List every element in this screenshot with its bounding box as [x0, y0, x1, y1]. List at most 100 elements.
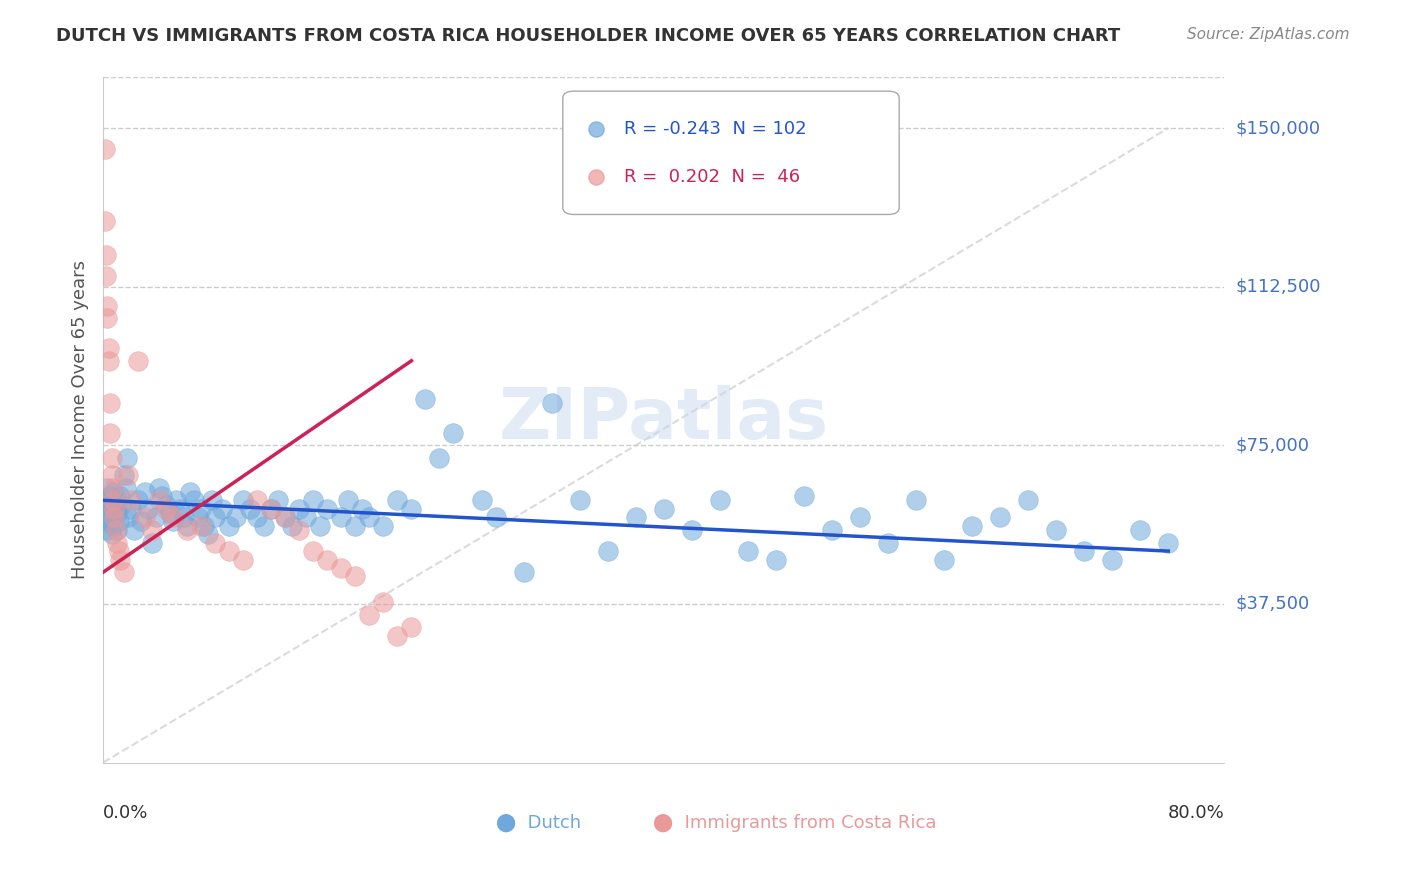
- Point: [373, 518, 395, 533]
- Y-axis label: Householder Income Over 65 years: Householder Income Over 65 years: [72, 260, 89, 580]
- Point: [681, 523, 703, 537]
- Point: [765, 552, 787, 566]
- Point: [173, 510, 195, 524]
- Point: [302, 493, 325, 508]
- Point: [101, 484, 124, 499]
- Point: [97, 341, 120, 355]
- Point: [127, 353, 149, 368]
- Point: [624, 510, 647, 524]
- Point: [344, 518, 367, 533]
- Point: [100, 527, 122, 541]
- Point: [337, 493, 360, 508]
- Point: [96, 311, 118, 326]
- Point: [512, 566, 534, 580]
- Point: [100, 467, 122, 482]
- Point: [988, 510, 1011, 524]
- Point: [96, 523, 118, 537]
- Point: [112, 467, 135, 482]
- Point: [93, 510, 115, 524]
- Point: [105, 506, 128, 520]
- Point: [101, 493, 124, 508]
- Point: [316, 552, 339, 566]
- Point: [568, 493, 591, 508]
- Point: [97, 501, 120, 516]
- Point: [204, 510, 226, 524]
- Point: [387, 629, 409, 643]
- Point: [596, 544, 619, 558]
- Point: [108, 489, 131, 503]
- Point: [1157, 535, 1180, 549]
- Point: [162, 510, 184, 524]
- Point: [105, 523, 128, 537]
- Point: [359, 607, 381, 622]
- Point: [1045, 523, 1067, 537]
- Point: [112, 566, 135, 580]
- Point: [190, 501, 212, 516]
- Point: [401, 501, 423, 516]
- Point: [96, 299, 118, 313]
- Point: [107, 544, 129, 558]
- Point: [274, 510, 297, 524]
- Text: DUTCH VS IMMIGRANTS FROM COSTA RICA HOUSEHOLDER INCOME OVER 65 YEARS CORRELATION: DUTCH VS IMMIGRANTS FROM COSTA RICA HOUS…: [56, 27, 1121, 45]
- Text: R =  0.202  N =  46: R = 0.202 N = 46: [624, 168, 800, 186]
- Point: [101, 481, 124, 495]
- Point: [401, 620, 423, 634]
- Point: [141, 535, 163, 549]
- Point: [94, 493, 117, 508]
- Point: [103, 493, 125, 508]
- Point: [104, 523, 127, 537]
- Point: [114, 481, 136, 495]
- Point: [246, 493, 269, 508]
- Point: [155, 501, 177, 516]
- Point: [1017, 493, 1039, 508]
- Point: [176, 523, 198, 537]
- Point: [101, 518, 124, 533]
- Text: $37,500: $37,500: [1236, 595, 1310, 613]
- Point: [97, 515, 120, 529]
- Point: [877, 535, 900, 549]
- Text: R = -0.243  N = 102: R = -0.243 N = 102: [624, 120, 807, 138]
- Point: [110, 498, 132, 512]
- Point: [148, 493, 170, 508]
- Point: [429, 451, 451, 466]
- Point: [190, 518, 212, 533]
- Point: [470, 493, 492, 508]
- Text: $75,000: $75,000: [1236, 436, 1309, 454]
- Point: [129, 515, 152, 529]
- Point: [218, 544, 240, 558]
- Point: [225, 510, 247, 524]
- Point: [104, 501, 127, 516]
- Point: [1101, 552, 1123, 566]
- Point: [540, 396, 562, 410]
- Point: [484, 510, 506, 524]
- Point: [122, 523, 145, 537]
- Point: [98, 489, 121, 503]
- Point: [849, 510, 872, 524]
- Text: ⬤  Immigrants from Costa Rica: ⬤ Immigrants from Costa Rica: [652, 814, 936, 832]
- Point: [98, 425, 121, 440]
- Point: [162, 515, 184, 529]
- Point: [134, 510, 156, 524]
- Point: [260, 501, 283, 516]
- Point: [246, 510, 269, 524]
- Text: Source: ZipAtlas.com: Source: ZipAtlas.com: [1187, 27, 1350, 42]
- Point: [302, 544, 325, 558]
- Point: [330, 510, 353, 524]
- Text: 0.0%: 0.0%: [103, 804, 149, 822]
- Point: [737, 544, 759, 558]
- Point: [127, 493, 149, 508]
- Point: [821, 523, 844, 537]
- Point: [415, 392, 437, 406]
- Point: [274, 510, 297, 524]
- Point: [187, 510, 209, 524]
- Point: [108, 552, 131, 566]
- Point: [136, 501, 159, 516]
- Point: [316, 501, 339, 516]
- Point: [94, 269, 117, 284]
- Point: [179, 484, 201, 499]
- Point: [232, 493, 254, 508]
- Point: [193, 518, 215, 533]
- Point: [793, 489, 815, 503]
- Point: [93, 142, 115, 156]
- Point: [201, 493, 224, 508]
